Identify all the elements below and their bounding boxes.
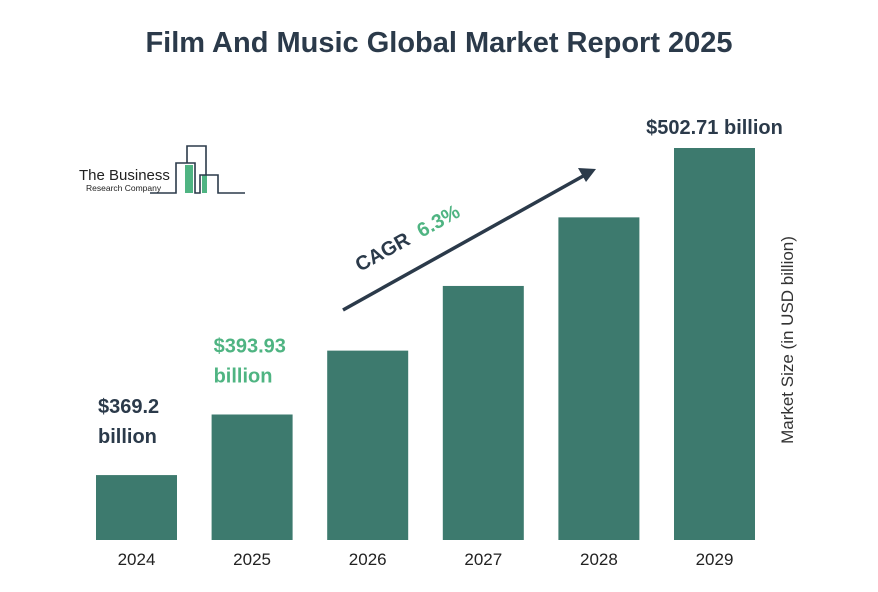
value-label: billion: [98, 426, 157, 448]
logo-bar-2: [202, 175, 207, 193]
x-tick-label: 2029: [696, 550, 734, 569]
logo: The Business Research Company: [79, 145, 245, 194]
value-label: billion: [214, 365, 273, 387]
logo-line1: The Business: [79, 167, 170, 184]
bar-2029: [674, 148, 755, 540]
cagr-prefix: CAGR: [352, 228, 415, 276]
bar-2026: [327, 350, 409, 540]
value-label: $369.2: [98, 396, 159, 418]
logo-outline-top: [186, 145, 207, 175]
x-tick-label: 2027: [464, 550, 502, 569]
x-tick-label: 2028: [580, 550, 618, 569]
logo-bar-1: [185, 165, 193, 193]
cagr-arrow-head-icon: [578, 168, 596, 182]
bar-2025: [211, 414, 293, 540]
chart-title: Film And Music Global Market Report 2025: [145, 27, 732, 59]
cagr-value: 6.3%: [413, 201, 464, 242]
value-label: $502.71 billion: [646, 117, 783, 139]
bars: [96, 148, 755, 540]
logo-line2: Research Company: [86, 183, 162, 193]
x-tick-label: 2025: [233, 550, 271, 569]
x-tick-label: 2024: [118, 550, 156, 569]
bar-2024: [96, 475, 177, 540]
bar-2027: [442, 285, 524, 540]
value-label: $393.93: [214, 335, 286, 357]
x-tick-label: 2026: [349, 550, 387, 569]
logo-outline: [150, 162, 245, 194]
value-labels: $369.2 billion $393.93 billion $502.71 billi…: [98, 117, 783, 448]
bar-2028: [558, 217, 640, 540]
cagr-arrow-line: [342, 173, 586, 312]
cagr-text: CAGR 6.3%: [352, 201, 464, 277]
y-axis-label: Market Size (in USD billion): [778, 236, 797, 444]
x-axis-ticks: 2024 2025 2026 2027 2028 2029: [118, 550, 734, 569]
